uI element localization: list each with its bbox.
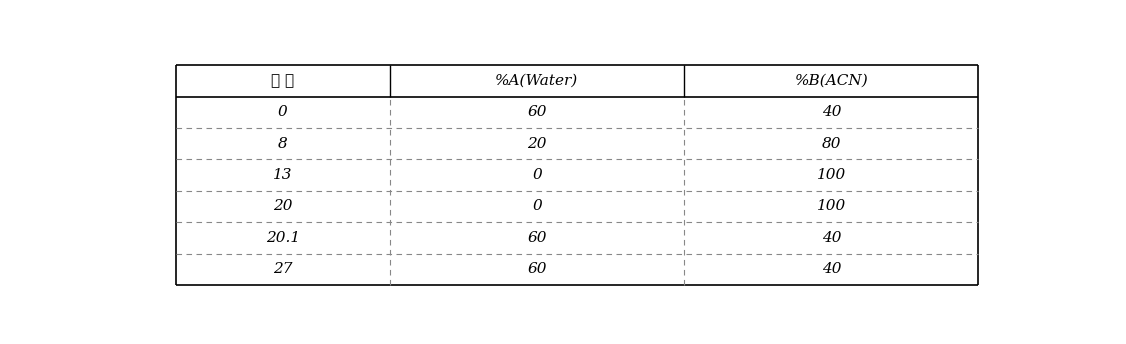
Text: 20: 20: [272, 200, 293, 213]
Text: 60: 60: [527, 262, 547, 276]
Text: 80: 80: [822, 137, 841, 151]
Text: 40: 40: [822, 105, 841, 119]
Text: 0: 0: [278, 105, 287, 119]
Text: 20: 20: [527, 137, 547, 151]
Text: 8: 8: [278, 137, 287, 151]
Text: 0: 0: [533, 168, 542, 182]
Text: 40: 40: [822, 231, 841, 245]
Text: 0: 0: [533, 200, 542, 213]
Text: 60: 60: [527, 231, 547, 245]
Text: 시 간: 시 간: [271, 74, 294, 88]
Text: 13: 13: [272, 168, 293, 182]
Text: 20.1: 20.1: [266, 231, 300, 245]
Text: 60: 60: [527, 105, 547, 119]
Text: %B(ACN): %B(ACN): [795, 74, 868, 88]
Text: %A(Water): %A(Water): [495, 74, 579, 88]
Text: 27: 27: [272, 262, 293, 276]
Text: 100: 100: [816, 168, 846, 182]
Text: 100: 100: [816, 200, 846, 213]
Text: 40: 40: [822, 262, 841, 276]
